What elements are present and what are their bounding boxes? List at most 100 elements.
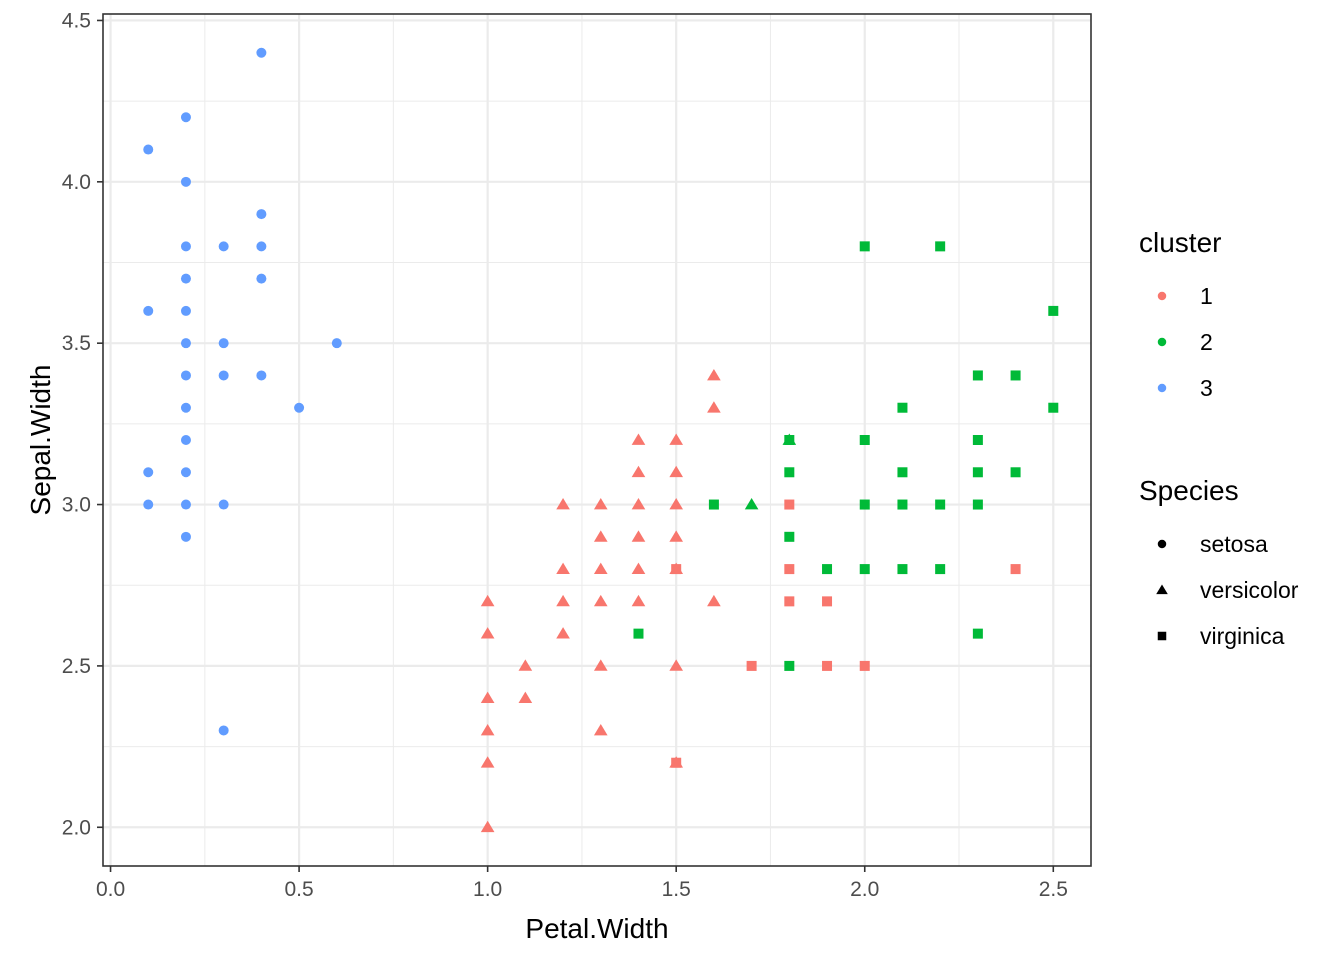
x-tick-label: 1.5 — [662, 878, 691, 901]
y-axis: 2.0 2.5 3.0 3.5 4.0 4.5 — [62, 9, 103, 839]
legend-species-key — [1157, 539, 1167, 549]
legend-cluster-title: cluster — [1139, 227, 1221, 258]
data-point — [180, 402, 191, 413]
x-tick-label: 1.0 — [473, 878, 502, 901]
data-point — [518, 691, 533, 704]
data-point — [180, 531, 191, 542]
data-point — [180, 112, 191, 123]
data-point — [518, 659, 533, 671]
x-tick-label: 2.5 — [1039, 878, 1068, 901]
data-point — [972, 628, 983, 639]
data-point — [822, 596, 833, 607]
data-point — [180, 467, 191, 478]
data-point — [180, 499, 191, 510]
data-point — [1010, 370, 1021, 381]
legend-cluster-label: 1 — [1200, 283, 1213, 309]
grid-minor — [103, 14, 1091, 866]
y-tick-label: 4.0 — [62, 171, 91, 194]
panel-border — [102, 13, 1092, 867]
data-point — [935, 564, 946, 575]
data-point — [180, 241, 191, 252]
data-point — [143, 144, 154, 155]
data-point — [218, 499, 229, 510]
data-point — [180, 370, 191, 381]
data-point — [631, 465, 646, 478]
legend-cluster-key — [1157, 337, 1167, 347]
data-point — [784, 531, 795, 542]
data-point — [707, 594, 721, 607]
data-point — [180, 338, 191, 349]
legend-species-label: versicolor — [1200, 577, 1299, 603]
data-point — [669, 465, 684, 478]
data-point — [480, 594, 495, 607]
data-point — [218, 338, 229, 349]
data-point — [935, 499, 946, 510]
data-point — [556, 498, 570, 510]
data-point — [556, 627, 570, 639]
data-point — [1048, 305, 1059, 316]
data-point — [822, 564, 833, 575]
data-point — [669, 530, 684, 542]
data-point — [180, 435, 191, 445]
data-point — [669, 498, 684, 510]
y-tick-label: 4.5 — [62, 9, 91, 32]
data-point — [972, 467, 983, 478]
legend-cluster: cluster 1 2 3 — [1139, 227, 1221, 401]
data-point — [480, 627, 495, 639]
data-point — [143, 305, 154, 316]
y-tick-label: 2.5 — [62, 655, 91, 678]
x-tick-label: 2.0 — [850, 878, 879, 901]
data-point — [784, 660, 795, 671]
data-point — [593, 659, 608, 671]
legend-cluster-key — [1157, 291, 1167, 301]
y-tick-label: 2.0 — [62, 816, 91, 839]
legend-species-key — [1156, 584, 1168, 595]
data-point — [631, 562, 646, 574]
data-point — [784, 499, 795, 510]
x-tick-label: 0.0 — [96, 878, 125, 901]
data-point — [822, 660, 833, 671]
data-point — [256, 370, 267, 381]
data-point — [593, 594, 608, 607]
data-point — [897, 467, 908, 478]
data-point — [972, 499, 983, 510]
legend-cluster-key — [1157, 383, 1167, 393]
data-point — [935, 241, 946, 252]
data-point — [218, 241, 229, 252]
data-point — [669, 659, 684, 671]
data-point — [784, 564, 795, 575]
legend-cluster-label: 2 — [1200, 329, 1213, 355]
data-point — [556, 594, 570, 607]
data-point — [897, 499, 908, 510]
data-point — [859, 435, 870, 445]
data-point — [859, 660, 870, 671]
data-point — [256, 209, 267, 220]
data-point — [671, 564, 682, 575]
data-point — [180, 305, 191, 316]
data-point — [897, 564, 908, 575]
data-point — [859, 564, 870, 575]
data-points — [143, 47, 1059, 833]
x-axis-title: Petal.Width — [525, 913, 668, 944]
data-point — [143, 467, 154, 478]
data-point — [331, 338, 342, 349]
legend-species-key — [1157, 631, 1167, 641]
data-point — [972, 435, 983, 445]
data-point — [972, 370, 983, 381]
data-point — [631, 433, 646, 445]
data-point — [556, 562, 570, 574]
data-point — [218, 725, 229, 736]
data-point — [256, 273, 267, 284]
data-point — [256, 47, 267, 58]
data-point — [784, 596, 795, 607]
legend-species-title: Species — [1139, 475, 1239, 506]
data-point — [480, 723, 495, 736]
x-tick-label: 0.5 — [284, 878, 313, 901]
data-point — [631, 530, 646, 542]
data-point — [631, 594, 646, 607]
data-point — [631, 498, 646, 510]
data-point — [593, 562, 608, 574]
legend-cluster-label: 3 — [1200, 375, 1213, 401]
data-point — [669, 433, 684, 445]
